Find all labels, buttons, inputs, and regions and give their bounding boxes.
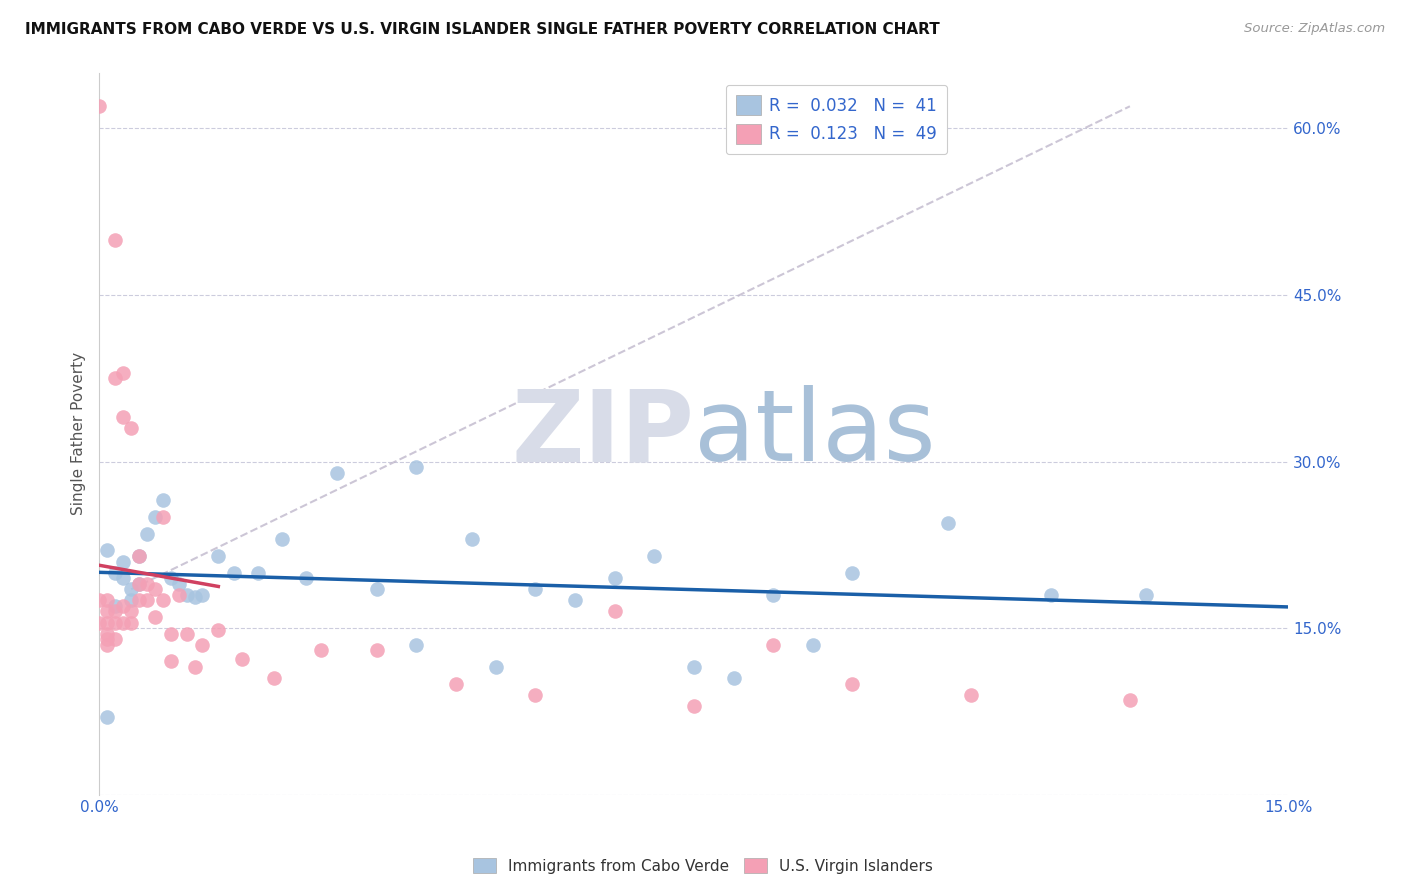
Point xyxy=(183,590,205,604)
Point xyxy=(167,576,190,591)
Point xyxy=(128,549,150,563)
Point xyxy=(104,566,127,580)
Point xyxy=(762,638,785,652)
Point xyxy=(723,671,745,685)
Point xyxy=(801,638,824,652)
Point xyxy=(128,593,150,607)
Point xyxy=(96,543,118,558)
Point xyxy=(128,576,150,591)
Point xyxy=(1119,693,1142,707)
Point xyxy=(96,605,118,619)
Legend: R =  0.032   N =  41, R =  0.123   N =  49: R = 0.032 N = 41, R = 0.123 N = 49 xyxy=(725,85,948,154)
Point xyxy=(176,626,198,640)
Point xyxy=(152,493,174,508)
Point xyxy=(183,660,205,674)
Legend: Immigrants from Cabo Verde, U.S. Virgin Islanders: Immigrants from Cabo Verde, U.S. Virgin … xyxy=(467,852,939,880)
Text: IMMIGRANTS FROM CABO VERDE VS U.S. VIRGIN ISLANDER SINGLE FATHER POVERTY CORRELA: IMMIGRANTS FROM CABO VERDE VS U.S. VIRGI… xyxy=(25,22,941,37)
Point xyxy=(762,588,785,602)
Point xyxy=(524,582,547,597)
Point xyxy=(405,638,427,652)
Point xyxy=(405,460,427,475)
Point xyxy=(112,555,135,569)
Point xyxy=(104,615,127,630)
Point xyxy=(326,466,349,480)
Point xyxy=(366,582,388,597)
Point xyxy=(96,626,118,640)
Point xyxy=(143,582,166,597)
Text: ZIP: ZIP xyxy=(510,385,695,483)
Point xyxy=(120,605,142,619)
Point xyxy=(120,421,142,435)
Point xyxy=(136,576,159,591)
Point xyxy=(128,576,150,591)
Point xyxy=(683,660,706,674)
Point xyxy=(120,615,142,630)
Point xyxy=(136,526,159,541)
Point xyxy=(143,510,166,524)
Point xyxy=(112,410,135,425)
Point xyxy=(1039,588,1062,602)
Point xyxy=(603,605,626,619)
Point xyxy=(294,571,316,585)
Point xyxy=(89,99,111,113)
Text: Source: ZipAtlas.com: Source: ZipAtlas.com xyxy=(1244,22,1385,36)
Point xyxy=(89,615,111,630)
Point xyxy=(176,588,198,602)
Point xyxy=(167,588,190,602)
Point xyxy=(120,593,142,607)
Point xyxy=(270,533,292,547)
Point xyxy=(841,676,863,690)
Point xyxy=(246,566,269,580)
Point xyxy=(936,516,959,530)
Point xyxy=(207,624,229,638)
Point xyxy=(159,655,181,669)
Point xyxy=(444,676,467,690)
Point xyxy=(152,510,174,524)
Point xyxy=(524,688,547,702)
Point xyxy=(224,566,246,580)
Y-axis label: Single Father Poverty: Single Father Poverty xyxy=(72,352,86,516)
Point xyxy=(461,533,484,547)
Point xyxy=(207,549,229,563)
Point xyxy=(311,643,333,657)
Point xyxy=(191,588,214,602)
Point xyxy=(104,371,127,385)
Point xyxy=(112,599,135,613)
Point xyxy=(112,366,135,380)
Point xyxy=(159,626,181,640)
Point xyxy=(104,632,127,647)
Point xyxy=(1135,588,1157,602)
Text: atlas: atlas xyxy=(695,385,935,483)
Point xyxy=(143,610,166,624)
Point xyxy=(152,593,174,607)
Point xyxy=(231,652,253,666)
Point xyxy=(104,233,127,247)
Point xyxy=(96,593,118,607)
Point xyxy=(159,571,181,585)
Point xyxy=(89,593,111,607)
Point xyxy=(128,549,150,563)
Point xyxy=(112,615,135,630)
Point xyxy=(960,688,983,702)
Point xyxy=(120,582,142,597)
Point xyxy=(96,638,118,652)
Point xyxy=(191,638,214,652)
Point xyxy=(485,660,508,674)
Point xyxy=(603,571,626,585)
Point xyxy=(136,593,159,607)
Point xyxy=(104,599,127,613)
Point xyxy=(96,710,118,724)
Point xyxy=(263,671,285,685)
Point xyxy=(96,632,118,647)
Point xyxy=(366,643,388,657)
Point xyxy=(96,615,118,630)
Point xyxy=(683,698,706,713)
Point xyxy=(643,549,665,563)
Point xyxy=(104,605,127,619)
Point xyxy=(564,593,586,607)
Point xyxy=(841,566,863,580)
Point xyxy=(112,571,135,585)
